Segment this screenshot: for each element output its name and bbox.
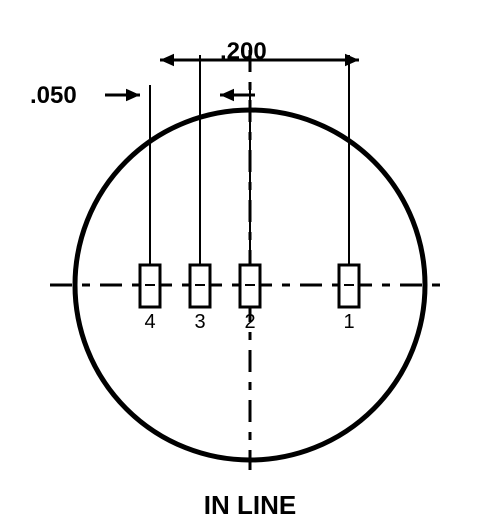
- dimension-200-label: .200: [220, 38, 267, 66]
- pin-label-1: 1: [339, 311, 359, 334]
- pin-label-4: 4: [140, 311, 160, 334]
- pin-label-2: 2: [240, 311, 260, 334]
- dimension-050-label: .050: [30, 82, 77, 110]
- diagram-canvas: [0, 0, 500, 526]
- pin-label-3: 3: [190, 311, 210, 334]
- diagram-caption: IN LINE: [0, 490, 500, 521]
